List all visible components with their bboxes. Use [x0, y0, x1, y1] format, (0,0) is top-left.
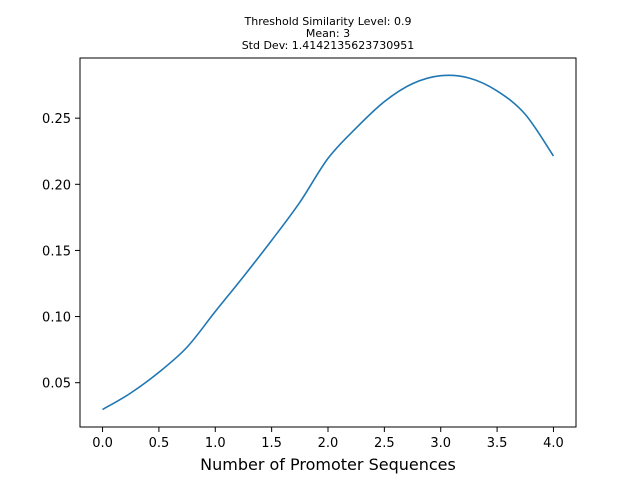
x-tick-label: 2.0 [318, 436, 339, 451]
chart-title: Threshold Similarity Level: 0.9 Mean: 3 … [242, 15, 415, 52]
series-line [102, 74, 555, 411]
x-tick-label: 4.0 [543, 436, 564, 451]
x-axis-ticks: 0.0 0.5 1.0 1.5 2.0 2.5 3.0 3.5 4.0 [92, 427, 564, 451]
x-tick-label: 3.5 [487, 436, 508, 451]
title-line-std-dev: Std Dev: 1.4142135623730951 [242, 39, 415, 52]
title-line-threshold: Threshold Similarity Level: 0.9 [244, 15, 412, 28]
title-line-mean: Mean: 3 [306, 27, 350, 40]
y-tick-label: 0.05 [42, 377, 71, 392]
x-tick-label: 2.5 [374, 436, 395, 451]
plot-frame [79, 57, 577, 428]
y-tick-label: 0.20 [42, 178, 71, 193]
y-tick-label: 0.15 [42, 244, 71, 259]
y-axis-ticks: 0.05 0.10 0.15 0.20 0.25 [42, 112, 80, 392]
x-tick-label: 1.0 [205, 436, 226, 451]
x-tick-label: 1.5 [261, 436, 282, 451]
x-tick-label: 0.0 [92, 436, 113, 451]
x-axis-label: Number of Promoter Sequences [200, 455, 456, 474]
x-tick-label: 3.0 [430, 436, 451, 451]
y-tick-label: 0.25 [42, 112, 71, 127]
y-tick-label: 0.10 [42, 311, 71, 326]
x-tick-label: 0.5 [149, 436, 170, 451]
